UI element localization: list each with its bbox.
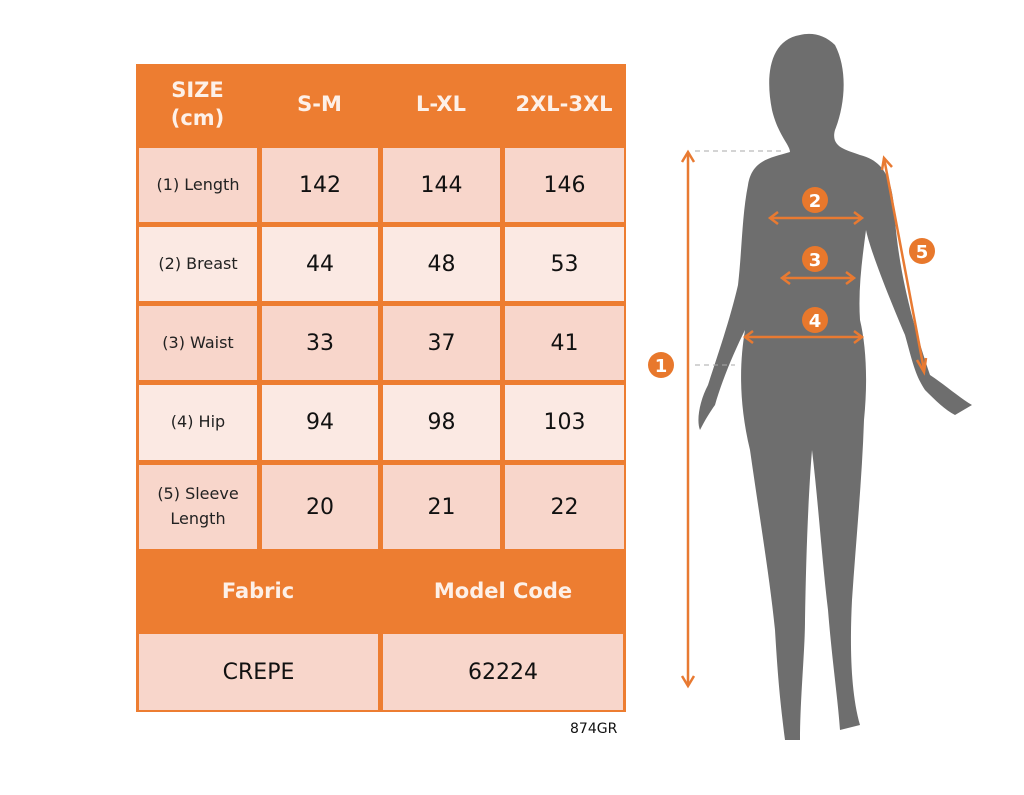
size-value-cell: 48 <box>383 227 500 301</box>
row-label: (2) Breast <box>139 227 257 301</box>
row-label-line: Length <box>170 509 226 528</box>
marker-4: 4 <box>809 311 822 332</box>
header-size-line2: (cm) <box>170 105 225 130</box>
size-value-cell: 146 <box>505 148 624 222</box>
size-chart-table: SIZE (cm) S-M L-XL 2XL-3XL (1) Length 142… <box>136 64 626 712</box>
size-value-cell: 21 <box>383 465 500 549</box>
size-value-cell: 20 <box>262 465 378 549</box>
size-value-cell: 98 <box>383 385 500 460</box>
row-label: (1) Length <box>139 148 257 222</box>
silhouette <box>698 33 972 741</box>
size-value-cell: 94 <box>262 385 378 460</box>
size-value-cell: 53 <box>505 227 624 301</box>
model-code-value: 62224 <box>383 634 623 710</box>
header-2xl-3xl: 2XL-3XL <box>515 91 613 116</box>
marker-3: 3 <box>809 250 822 271</box>
row-label: (4) Hip <box>139 385 257 460</box>
size-value-cell: 41 <box>505 306 624 380</box>
header-l-xl: L-XL <box>416 91 466 116</box>
header-size: SIZE (cm) <box>136 64 259 145</box>
size-value-cell: 22 <box>505 465 624 549</box>
row-label-line: (5) Sleeve <box>157 484 239 504</box>
size-value-cell: 33 <box>262 306 378 380</box>
size-value-cell: 37 <box>383 306 500 380</box>
size-value-cell: 142 <box>262 148 378 222</box>
size-value-cell: 103 <box>505 385 624 460</box>
size-value-cell: 44 <box>262 227 378 301</box>
size-value-cell: 144 <box>383 148 500 222</box>
marker-1: 1 <box>655 356 668 377</box>
header-fabric: Fabric <box>221 578 295 603</box>
row-label: (5) Sleeve Length <box>139 465 257 549</box>
header-model-code: Model Code <box>433 578 573 603</box>
header-s-m: S-M <box>297 91 342 116</box>
row-label: (3) Waist <box>139 306 257 380</box>
marker-2: 2 <box>809 191 822 212</box>
header-size-line1: SIZE <box>171 78 224 103</box>
fabric-value: CREPE <box>139 634 378 710</box>
product-code: 874GR <box>570 721 618 737</box>
marker-5: 5 <box>916 242 929 263</box>
